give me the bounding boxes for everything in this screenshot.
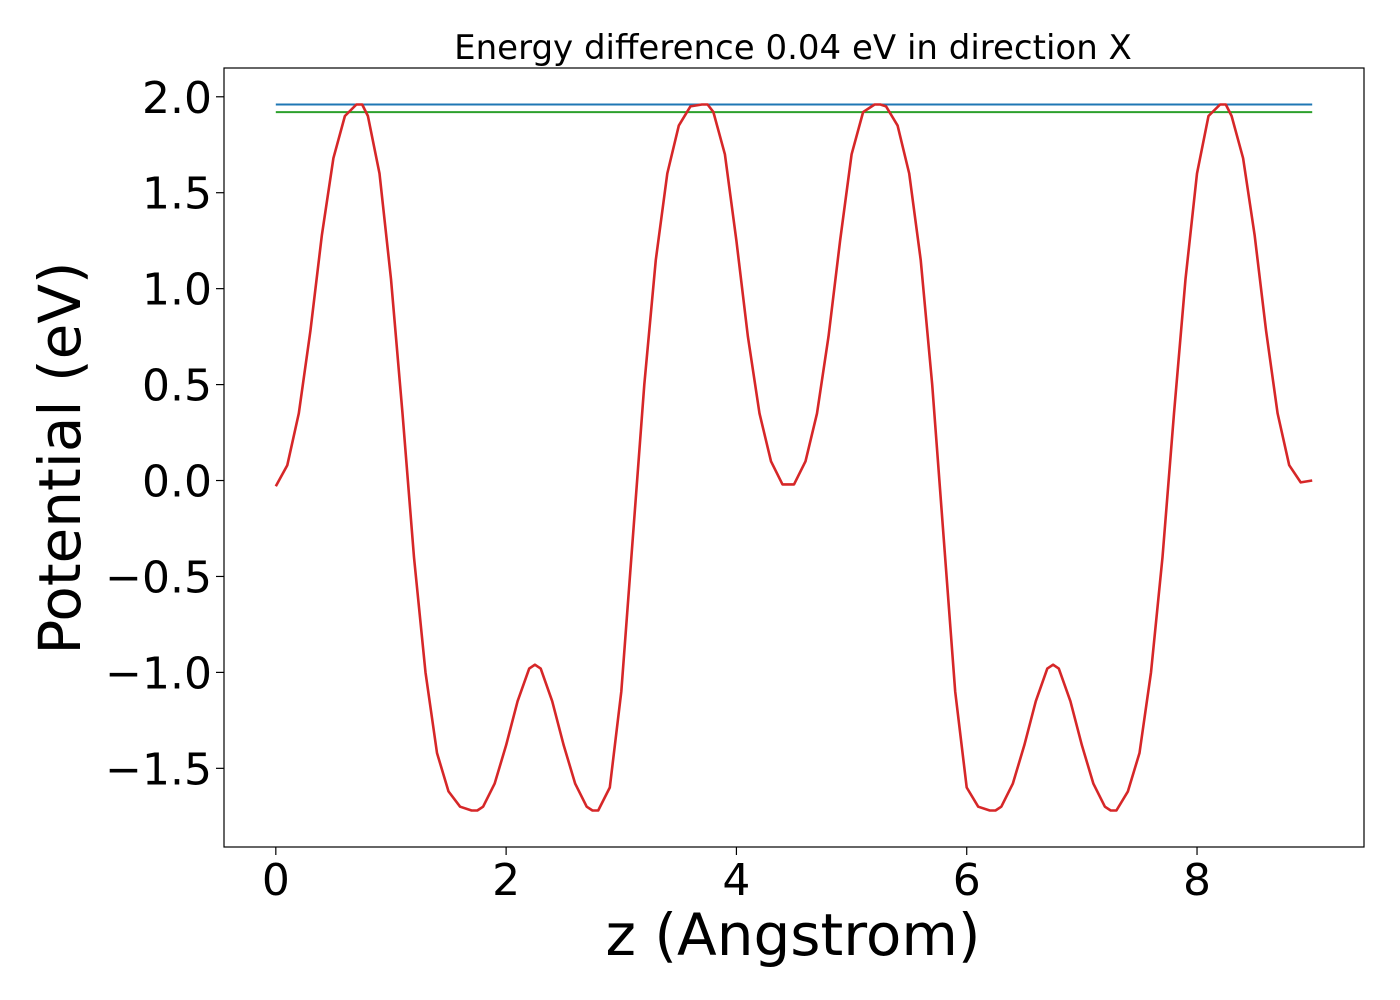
- y-tick-label: −1.0: [105, 648, 212, 699]
- x-tick-label: 8: [1183, 855, 1211, 906]
- x-axis-ticks: 0 2 4 6 8: [262, 847, 1211, 906]
- series-layer: [274, 103, 1313, 812]
- y-axis-ticks: −1.5 −1.0 −0.5 0.0 0.5 1.0 1.5 2.0: [105, 73, 224, 795]
- y-tick-label: 0.0: [142, 457, 212, 508]
- y-tick-label: 1.5: [142, 169, 212, 220]
- series-line-red: [274, 103, 1313, 812]
- y-tick-label: 0.5: [142, 361, 212, 412]
- plot-area: [223, 67, 1365, 848]
- y-tick-label: 2.0: [142, 73, 212, 124]
- x-tick-label: 2: [492, 855, 520, 906]
- chart-title: Energy difference 0.04 eV in direction X: [454, 28, 1132, 68]
- y-axis-label: Potential (eV): [26, 261, 94, 654]
- y-tick-label: 1.0: [142, 265, 212, 316]
- x-tick-label: 6: [953, 855, 981, 906]
- x-axis-label: z (Angstrom): [606, 901, 981, 969]
- plot-frame: [223, 67, 1365, 848]
- x-tick-label: 0: [262, 855, 290, 906]
- x-tick-label: 4: [722, 855, 750, 906]
- y-tick-label: −0.5: [105, 552, 212, 603]
- y-tick-label: −1.5: [105, 744, 212, 795]
